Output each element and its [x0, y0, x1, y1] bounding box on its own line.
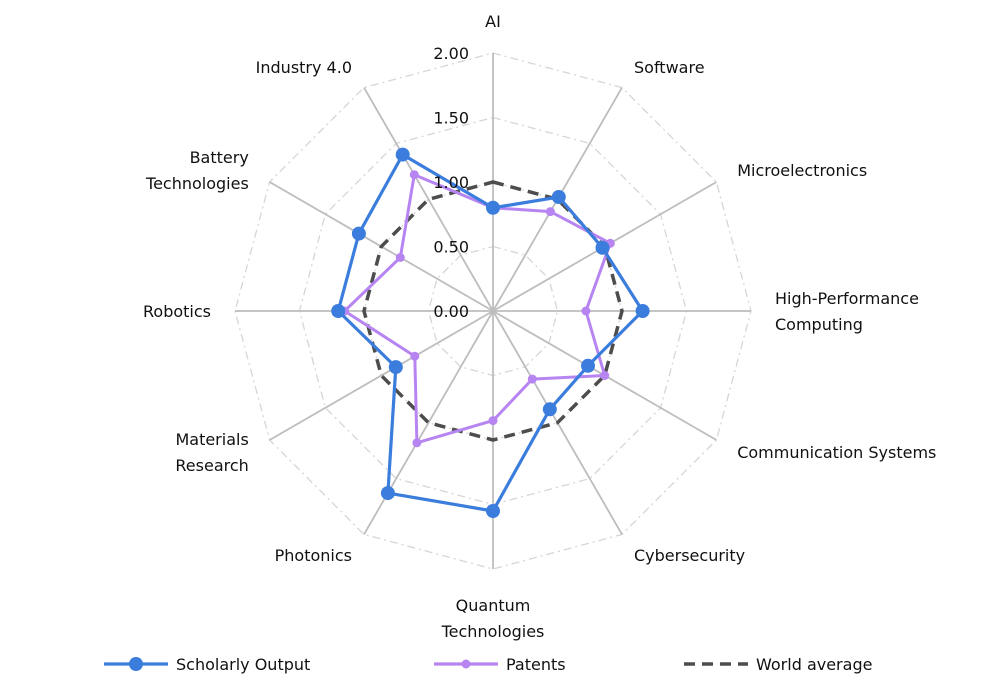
category-label-4-line-0: Communication Systems — [737, 443, 936, 462]
series-0 — [331, 147, 650, 518]
category-label-10-line-0: Battery — [190, 148, 249, 167]
category-label-4: Communication Systems — [737, 443, 936, 462]
tick-labels: 0.00 0.50 1.00 1.50 2.00 — [433, 44, 469, 321]
category-labels: AI Software Microelectronics High-Performan… — [143, 12, 936, 641]
category-label-11-line-0: Industry 4.0 — [256, 58, 352, 77]
legend-item-2: World average — [684, 655, 872, 674]
series-1-point-10 — [395, 253, 405, 262]
series-0-point-0 — [486, 200, 500, 215]
tick-label-2: 1.00 — [433, 173, 469, 192]
series-0-point-10 — [351, 226, 366, 241]
series-1-point-3 — [581, 306, 591, 316]
legend-marker-0 — [129, 657, 143, 671]
tick-label-3: 1.50 — [433, 109, 469, 128]
series-1-point-5 — [527, 374, 537, 384]
series-0-point-6 — [486, 504, 500, 518]
category-label-0: AI — [485, 12, 501, 31]
series-1-point-11 — [409, 170, 419, 180]
tick-label-1: 0.50 — [433, 238, 469, 257]
category-label-7-line-0: Photonics — [275, 546, 352, 565]
legend: Scholarly Output Patents World average — [104, 655, 872, 674]
series-layer — [331, 147, 650, 518]
legend-label-0: Scholarly Output — [176, 655, 310, 674]
tick-label-4: 2.00 — [433, 44, 469, 63]
series-0-point-8 — [388, 360, 403, 375]
category-label-1: Software — [634, 58, 705, 77]
tick-label-0: 0.00 — [433, 302, 469, 321]
series-0-point-4 — [581, 358, 595, 373]
legend-item-0: Scholarly Output — [104, 655, 310, 674]
series-1-point-7 — [412, 438, 422, 448]
spoke-11 — [363, 87, 494, 312]
category-label-6-line-0: Quantum — [456, 596, 531, 615]
series-1 — [340, 170, 615, 448]
category-label-11: Industry 4.0 — [256, 58, 352, 77]
series-0-point-11 — [395, 147, 410, 162]
category-label-6-line-1: Technologies — [441, 622, 545, 641]
series-1-point-4 — [600, 371, 610, 380]
series-1-point-8 — [410, 351, 420, 361]
category-label-10: Battery Technologies — [145, 148, 249, 193]
legend-label-1: Patents — [506, 655, 566, 674]
category-label-3-line-1: Computing — [775, 315, 863, 334]
legend-item-1: Patents — [434, 655, 566, 674]
radar-grid — [234, 52, 752, 570]
category-label-7: Photonics — [275, 546, 352, 565]
category-label-8: Materials Research — [175, 430, 248, 475]
category-label-1-line-0: Software — [634, 58, 705, 77]
category-label-10-line-1: Technologies — [145, 174, 249, 193]
series-0-point-3 — [635, 304, 650, 318]
category-label-9-line-0: Robotics — [143, 302, 211, 321]
category-label-0-line-0: AI — [485, 12, 501, 31]
series-0-point-9 — [331, 304, 346, 318]
series-0-point-1 — [551, 190, 566, 204]
category-label-3-line-0: High-Performance — [775, 289, 919, 308]
category-label-5-line-0: Cybersecurity — [634, 546, 745, 565]
legend-label-2: World average — [756, 655, 872, 674]
category-label-2: Microelectronics — [737, 161, 867, 180]
series-line-1 — [343, 173, 612, 445]
series-0-point-2 — [595, 240, 610, 255]
category-label-9: Robotics — [143, 302, 211, 321]
spoke-8 — [269, 310, 494, 441]
category-label-2-line-0: Microelectronics — [737, 161, 867, 180]
series-0-point-7 — [380, 486, 395, 501]
category-label-3: High-Performance Computing — [775, 289, 919, 334]
category-label-8-line-0: Materials — [175, 430, 248, 449]
legend-marker-1 — [461, 659, 471, 669]
category-label-6: Quantum Technologies — [441, 596, 545, 641]
category-label-5: Cybersecurity — [634, 546, 745, 565]
series-0-point-5 — [542, 402, 557, 417]
category-label-8-line-1: Research — [175, 456, 248, 475]
series-1-point-1 — [545, 207, 555, 217]
series-1-point-6 — [488, 416, 498, 426]
